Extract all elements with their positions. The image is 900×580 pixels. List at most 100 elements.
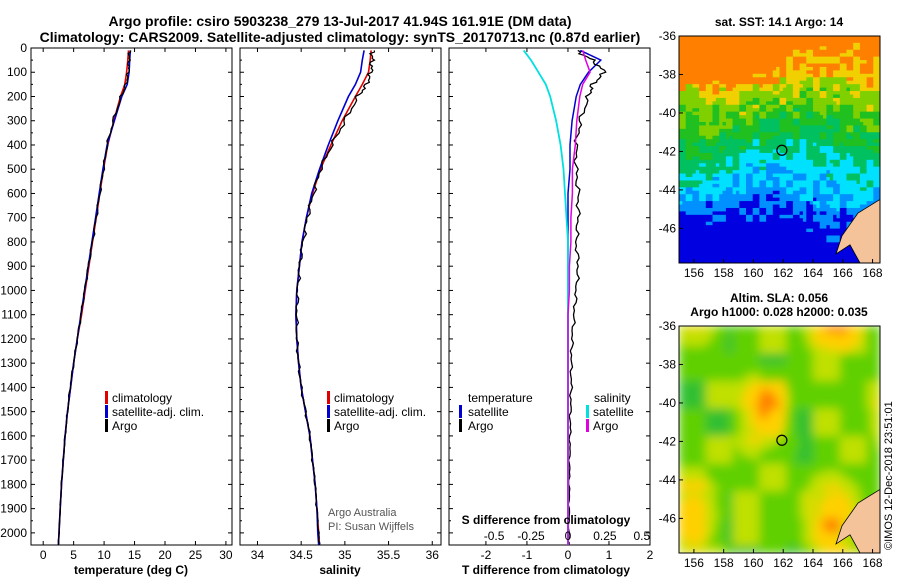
map-cell — [769, 336, 774, 341]
map-cell — [769, 53, 774, 58]
map-cell — [769, 339, 774, 344]
map-cell — [766, 115, 771, 120]
map-cell — [709, 118, 714, 123]
map-cell — [859, 180, 864, 185]
map-cell — [873, 39, 878, 44]
map-cell — [692, 207, 697, 213]
map-cell — [682, 350, 687, 355]
map-cell — [849, 42, 854, 47]
map-cell — [846, 66, 851, 71]
map-cell — [722, 225, 727, 230]
map-cell — [746, 326, 750, 331]
map-cell — [843, 66, 848, 71]
map-cell — [829, 121, 834, 127]
map-cell — [849, 211, 854, 216]
map-cell — [813, 204, 817, 209]
map-cell — [843, 53, 848, 58]
map-cell — [873, 125, 878, 130]
map-cell — [876, 104, 880, 109]
map-cell — [813, 39, 817, 44]
map-cell — [766, 60, 771, 65]
map-cell — [863, 53, 868, 58]
map-cell — [766, 97, 771, 102]
map-cell — [789, 242, 794, 247]
map-cell — [843, 339, 848, 344]
map-cell — [839, 211, 844, 216]
map-cell — [769, 346, 774, 351]
map-cell — [712, 97, 717, 102]
map-cell — [779, 139, 784, 144]
map-cell — [739, 156, 744, 161]
map-cell — [876, 94, 880, 99]
map-cell — [729, 152, 734, 157]
map-cell — [766, 139, 771, 144]
map-cell — [826, 77, 831, 82]
map-cell — [719, 218, 724, 223]
map-cell — [796, 177, 801, 182]
map-cell — [823, 163, 827, 168]
map-cell — [799, 194, 804, 199]
map-cell — [719, 256, 724, 261]
map-cell — [689, 180, 693, 185]
map-cell — [799, 73, 804, 78]
map-cell — [729, 197, 734, 202]
map-cell — [699, 139, 704, 144]
map-cell — [742, 187, 747, 192]
map-cell — [729, 207, 734, 213]
map-cell — [829, 125, 834, 130]
map-cell — [692, 84, 697, 89]
map-cell — [873, 46, 878, 51]
map-cell — [833, 353, 838, 358]
map-cell — [719, 146, 724, 151]
map-cell — [863, 139, 868, 144]
map-cell — [859, 46, 864, 51]
map-cell — [702, 91, 707, 96]
map-cell — [806, 91, 811, 96]
map-cell — [702, 73, 707, 78]
map-cell — [819, 353, 824, 358]
sla-map: 156 158 160 162 164 166 168-36-38-40-42-44-46 — [659, 319, 883, 570]
map-cell — [689, 245, 693, 250]
map-cell — [735, 166, 740, 171]
map-cell — [806, 156, 811, 161]
map-cell — [836, 350, 841, 355]
map-cell — [819, 87, 824, 92]
map-cell — [705, 149, 710, 154]
map-cell — [715, 343, 720, 348]
map-cell — [786, 235, 791, 240]
map-cell — [712, 146, 717, 151]
map-cell — [766, 108, 771, 113]
map-cell — [806, 56, 811, 61]
map-cell — [789, 238, 794, 243]
map-cell — [789, 170, 794, 175]
map-cell — [692, 329, 697, 334]
map-cell — [695, 36, 700, 41]
map-cell — [756, 56, 760, 61]
map-cell — [806, 39, 811, 44]
map-cell — [719, 70, 724, 75]
map-cell — [833, 111, 838, 116]
map-cell — [839, 225, 844, 230]
map-cell — [699, 242, 704, 247]
map-cell — [866, 339, 871, 344]
map-cell — [715, 135, 720, 140]
map-cell — [759, 242, 764, 247]
map-cell — [776, 111, 781, 116]
map-cell — [756, 228, 760, 233]
map-cell — [796, 187, 801, 192]
map-cell — [843, 49, 848, 54]
map-cell — [816, 228, 821, 233]
map-cell — [762, 332, 767, 337]
map-cell — [769, 128, 774, 133]
map-cell — [705, 360, 710, 365]
map-cell — [682, 252, 687, 257]
map-cell — [849, 66, 854, 71]
map-cell — [719, 39, 724, 44]
map-cell — [682, 218, 687, 223]
map-cell — [695, 336, 700, 341]
map-cell — [839, 207, 844, 213]
map-cell — [729, 363, 734, 368]
map-cell — [749, 183, 754, 188]
map-cell — [866, 149, 871, 154]
map-cell — [843, 190, 848, 195]
